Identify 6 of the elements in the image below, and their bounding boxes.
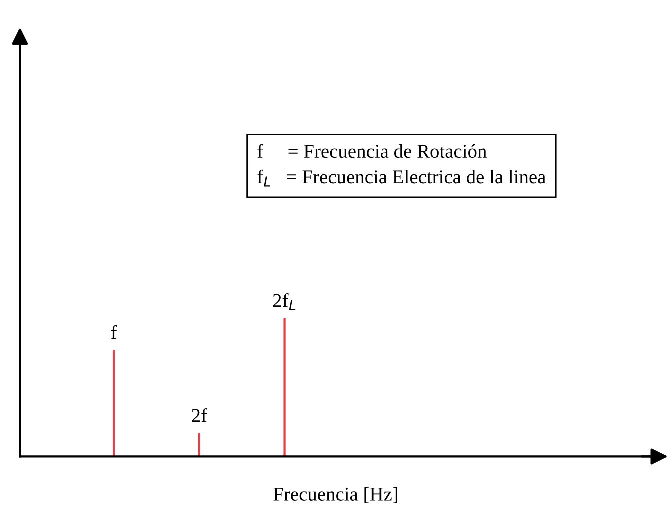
text: f$_{L}$ = Frecuencia Electrica de la linea — [258, 170, 546, 187]
x-tick-label: 2f$_{L}$ — [273, 293, 296, 310]
x-axis-title: Frecuencia [Hz] — [274, 487, 398, 504]
x-tick-label: 2f — [192, 408, 208, 422]
x-tick-label: f — [111, 325, 118, 340]
text: f = Frecuencia de Rotación — [258, 144, 487, 158]
